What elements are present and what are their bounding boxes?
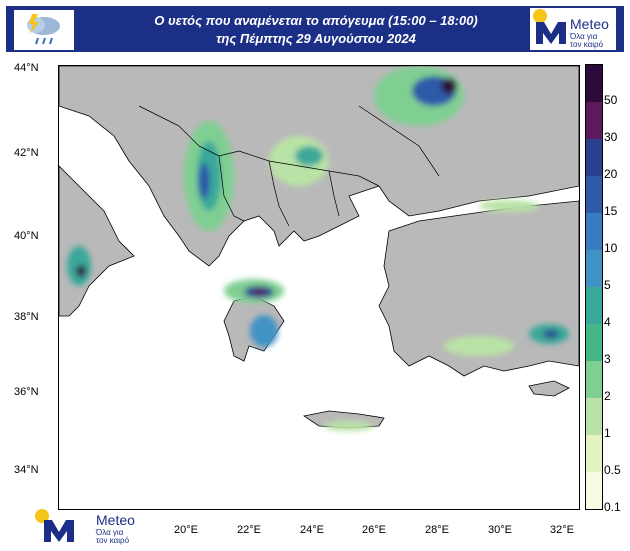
map-title: Ο υετός που αναμένεται το απόγευμα (15:0… bbox=[86, 12, 546, 48]
colorbar-label: 30 bbox=[604, 130, 618, 144]
lon-tick-28: 28°E bbox=[425, 524, 449, 536]
lon-tick-24: 24°E bbox=[300, 524, 324, 536]
title-line-2: της Πέμπτης 29 Αυγούστου 2024 bbox=[216, 31, 416, 46]
colorbar-label: 15 bbox=[604, 204, 618, 218]
lon-tick-30: 30°E bbox=[488, 524, 512, 536]
colorbar-label: 10 bbox=[604, 241, 618, 255]
logo-tagline-1-bottom: Όλα για bbox=[96, 528, 124, 537]
logo-tagline-1: Όλα για bbox=[570, 32, 598, 41]
colorbar-label: 1 bbox=[604, 426, 611, 440]
meteo-m-logo bbox=[533, 9, 566, 44]
logo-name-bottom: Meteo bbox=[96, 512, 135, 528]
colorbar-segment bbox=[586, 65, 602, 102]
precipitation-map bbox=[58, 65, 580, 510]
colorbar-segment bbox=[586, 435, 602, 472]
land-masses bbox=[59, 66, 579, 429]
colorbar-segment bbox=[586, 213, 602, 250]
colorbar-segment bbox=[586, 472, 602, 509]
lon-tick-22: 22°E bbox=[237, 524, 261, 536]
colorbar-label: 5 bbox=[604, 278, 611, 292]
meteo-logo-bottom: Meteo Όλα για τον καιρό bbox=[34, 508, 144, 546]
lon-tick-26: 26°E bbox=[362, 524, 386, 536]
colorbar-segment bbox=[586, 139, 602, 176]
logo-tagline-2: τον καιρό bbox=[570, 40, 604, 49]
colorbar-label: 2 bbox=[604, 389, 611, 403]
lat-tick-42: 42°N bbox=[14, 147, 39, 159]
colorbar-segment bbox=[586, 287, 602, 324]
lat-tick-38: 38°N bbox=[14, 311, 39, 323]
colorbar-segment bbox=[586, 398, 602, 435]
lat-tick-36: 36°N bbox=[14, 386, 39, 398]
colorbar-label: 0.5 bbox=[604, 463, 621, 477]
meteo-logo: Meteo Όλα για τον καιρό bbox=[530, 8, 616, 50]
colorbar-segment bbox=[586, 102, 602, 139]
colorbar-segment bbox=[586, 324, 602, 361]
map-header: Ο υετός που αναμένεται το απόγευμα (15:0… bbox=[6, 6, 624, 52]
colorbar-segment bbox=[586, 361, 602, 398]
title-line-1: Ο υετός που αναμένεται το απόγευμα (15:0… bbox=[154, 13, 478, 28]
lat-tick-44: 44°N bbox=[14, 62, 39, 74]
logo-name: Meteo bbox=[570, 16, 609, 32]
lon-tick-32: 32°E bbox=[550, 524, 574, 536]
colorbar-label: 4 bbox=[604, 315, 611, 329]
colorbar-segment bbox=[586, 250, 602, 287]
lat-tick-34: 34°N bbox=[14, 464, 39, 476]
logo-tagline-2-bottom: τον καιρό bbox=[96, 536, 130, 545]
lon-tick-20: 20°E bbox=[174, 524, 198, 536]
precipitation-areas bbox=[67, 66, 569, 431]
lat-tick-40: 40°N bbox=[14, 230, 39, 242]
precipitation-colorbar bbox=[585, 64, 603, 510]
colorbar-label: 0.1 bbox=[604, 500, 621, 514]
colorbar-label: 3 bbox=[604, 352, 611, 366]
rain-cloud-lightning-icon bbox=[14, 10, 74, 50]
colorbar-label: 50 bbox=[604, 93, 618, 107]
colorbar-segment bbox=[586, 176, 602, 213]
country-borders bbox=[138, 105, 440, 227]
meteo-m-logo bbox=[35, 509, 74, 542]
colorbar-label: 20 bbox=[604, 167, 618, 181]
